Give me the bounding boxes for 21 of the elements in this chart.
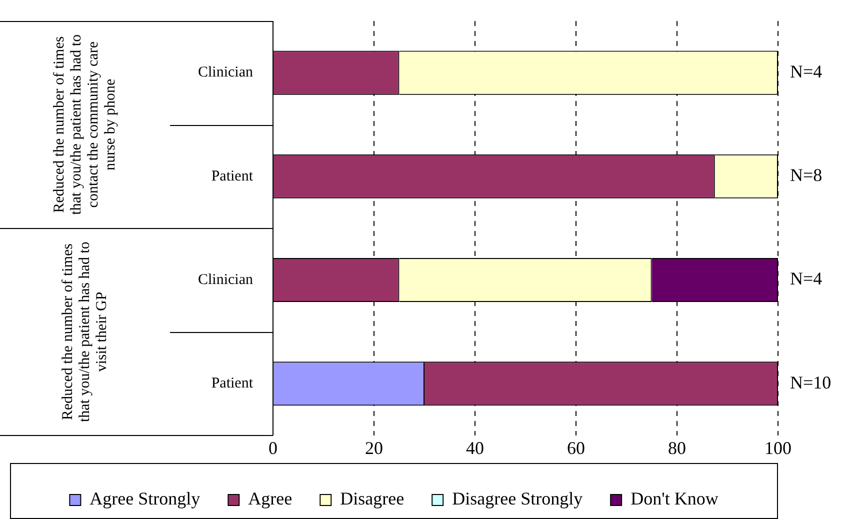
x-tick-label: 100: [764, 438, 792, 458]
x-tick-label: 40: [466, 438, 484, 458]
x-tick-label: 20: [365, 438, 383, 458]
x-tick-label: 80: [668, 438, 686, 458]
text: Reduced the number of times that you/the patient has had to visit their GP: [60, 242, 110, 422]
text: N=8: [790, 165, 822, 186]
y-tick-label: Clinician: [198, 272, 254, 288]
legend-label: Disagree Strongly: [452, 488, 583, 509]
text: N=10: [790, 372, 832, 392]
text: Reduced the number of times that you/the patient has had to contact the community care nurse by phone: [51, 34, 118, 215]
legend-label: Agree Strongly: [90, 488, 200, 509]
x-tick-label: 60: [567, 438, 585, 458]
x-tick-label: 0: [268, 438, 278, 458]
legend-label: Disagree: [340, 488, 404, 509]
y-tick-label: Patient: [211, 376, 254, 392]
legend-label: Agree: [248, 488, 292, 509]
text: N=4: [790, 62, 822, 82]
legend-label: Don't Know: [630, 488, 718, 509]
y-tick-label: Patient: [211, 168, 254, 184]
text: N=4: [790, 268, 822, 289]
y-tick-label: Clinician: [198, 64, 254, 81]
